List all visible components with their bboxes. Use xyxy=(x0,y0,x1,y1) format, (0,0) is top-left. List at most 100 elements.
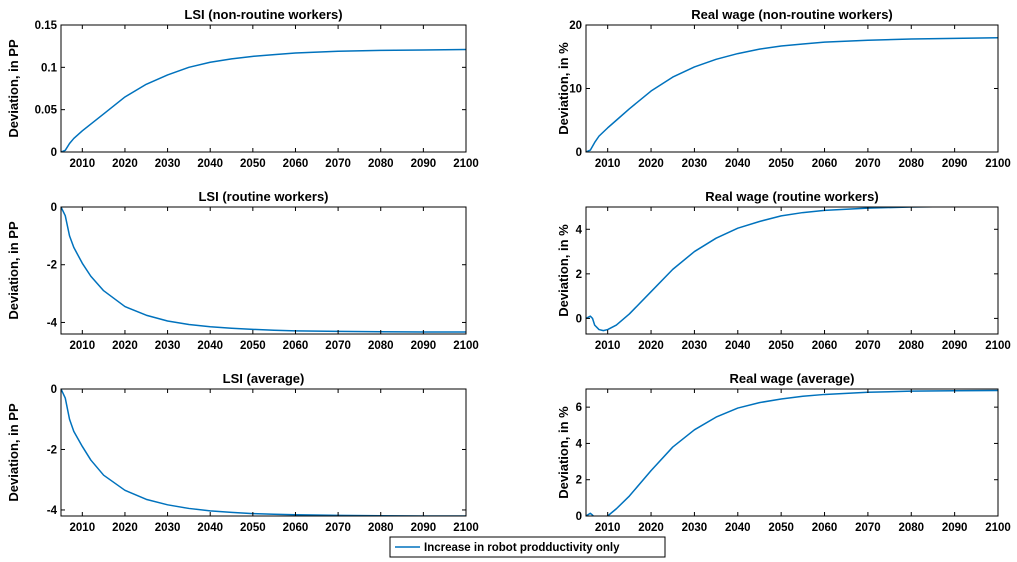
axes-box xyxy=(585,24,999,153)
x-tick-label: 2030 xyxy=(155,158,181,170)
x-tick-label: 2010 xyxy=(70,340,96,352)
y-axis-label: Deviation, in % xyxy=(556,406,571,499)
x-tick-label: 2100 xyxy=(985,340,1011,352)
x-tick-label: 2070 xyxy=(855,522,881,534)
y-tick-label: 10 xyxy=(569,84,582,96)
y-tick-label: 4 xyxy=(576,224,583,236)
x-tick-label: 2090 xyxy=(942,158,968,170)
x-tick-label: 2050 xyxy=(768,522,794,534)
x-tick-label: 2060 xyxy=(812,158,838,170)
x-tick-label: 2060 xyxy=(283,522,309,534)
legend: Increase in robot prodductivity only xyxy=(389,536,666,558)
panel-title: Real wage (routine workers) xyxy=(705,189,878,204)
x-tick-label: 2100 xyxy=(985,158,1011,170)
x-tick-label: 2100 xyxy=(453,522,479,534)
x-tick-label: 2040 xyxy=(197,522,223,534)
x-tick-label: 2050 xyxy=(240,522,266,534)
series-line-1 xyxy=(586,207,998,332)
y-tick-label: 0 xyxy=(576,511,582,523)
x-tick-label: 2070 xyxy=(325,340,351,352)
x-tick-label: 2020 xyxy=(638,522,664,534)
x-tick-label: 2090 xyxy=(942,340,968,352)
x-tick-label: 2050 xyxy=(768,340,794,352)
x-tick-label: 2100 xyxy=(453,340,479,352)
x-tick-label: 2070 xyxy=(325,522,351,534)
x-tick-label: 2070 xyxy=(325,158,351,170)
axes-box xyxy=(585,206,999,335)
x-tick-label: 2020 xyxy=(112,522,138,534)
x-tick-label: 2030 xyxy=(155,522,181,534)
y-axis-label: Deviation, in % xyxy=(556,42,571,135)
x-tick-label: 2080 xyxy=(368,522,394,534)
x-tick-label: 2090 xyxy=(411,340,437,352)
series-line-1 xyxy=(61,389,466,516)
y-tick-label: -2 xyxy=(47,444,57,456)
axes-box xyxy=(60,24,467,153)
x-tick-label: 2050 xyxy=(240,158,266,170)
x-tick-label: 2020 xyxy=(638,158,664,170)
x-tick-label: 2080 xyxy=(368,340,394,352)
x-tick-label: 2030 xyxy=(155,340,181,352)
panel-real-wage-routine: 2010 2020 2030 2040 2050 2060 2070 2080 2090 2100… xyxy=(556,189,1011,352)
y-tick-label: 0.15 xyxy=(35,20,58,32)
x-tick-label: 2080 xyxy=(898,340,924,352)
y-axis-label: Deviation, in PP xyxy=(6,221,21,320)
y-tick-label: 0 xyxy=(51,202,57,214)
x-tick-label: 2050 xyxy=(768,158,794,170)
y-tick-label: 20 xyxy=(569,20,582,32)
x-tick-label: 2100 xyxy=(453,158,479,170)
y-tick-label: 0 xyxy=(51,147,57,159)
x-tick-label: 2080 xyxy=(368,158,394,170)
legend-box xyxy=(389,536,666,558)
panel-title: LSI (routine workers) xyxy=(198,189,328,204)
x-tick-label: 2040 xyxy=(725,340,751,352)
panel-real-wage-non-routine: 2010 2020 2030 2040 2050 2060 2070 2080 2090 2100… xyxy=(556,7,1011,170)
x-tick-label: 2020 xyxy=(638,340,664,352)
axes-box xyxy=(60,388,467,517)
axes-box xyxy=(585,388,999,517)
x-tick-label: 2100 xyxy=(985,522,1011,534)
y-tick-label: -4 xyxy=(47,505,58,517)
x-tick-label: 2020 xyxy=(112,340,138,352)
x-tick-label: 2010 xyxy=(70,522,96,534)
panel-title: LSI (average) xyxy=(223,371,305,386)
y-tick-label: 6 xyxy=(576,402,582,414)
panel-lsi-routine: 2010 2020 2030 2040 2050 2060 2070 2080 2090 2100… xyxy=(6,189,479,352)
axes-box xyxy=(60,206,467,335)
legend-label: Increase in robot prodductivity only xyxy=(424,542,620,554)
x-tick-label: 2080 xyxy=(898,158,924,170)
y-tick-label: 0.05 xyxy=(35,105,58,117)
x-tick-label: 2010 xyxy=(595,522,621,534)
y-tick-label: 2 xyxy=(576,475,582,487)
x-tick-label: 2090 xyxy=(411,522,437,534)
panel-title: Real wage (average) xyxy=(729,371,854,386)
y-axis-label: Deviation, in % xyxy=(556,224,571,317)
y-tick-label: 4 xyxy=(576,438,583,450)
panel-lsi-non-routine: 2010 2020 2030 2040 2050 2060 2070 2080 2090 2100… xyxy=(6,7,479,170)
x-tick-label: 2030 xyxy=(682,340,708,352)
x-tick-label: 2060 xyxy=(812,522,838,534)
y-axis-label: Deviation, in PP xyxy=(6,403,21,502)
y-tick-label: 0 xyxy=(51,384,57,396)
x-tick-label: 2040 xyxy=(197,340,223,352)
x-tick-label: 2040 xyxy=(725,158,751,170)
x-tick-label: 2070 xyxy=(855,340,881,352)
y-tick-label: 0 xyxy=(576,147,582,159)
panel-title: Real wage (non-routine workers) xyxy=(691,7,893,22)
x-tick-label: 2030 xyxy=(682,522,708,534)
x-tick-label: 2010 xyxy=(595,340,621,352)
y-tick-label: 0.1 xyxy=(41,62,58,74)
y-tick-label: -2 xyxy=(47,260,57,272)
x-tick-label: 2090 xyxy=(411,158,437,170)
y-axis-label: Deviation, in PP xyxy=(6,39,21,138)
panel-title: LSI (non-routine workers) xyxy=(184,7,342,22)
y-tick-label: -4 xyxy=(47,317,58,329)
x-tick-label: 2020 xyxy=(112,158,138,170)
x-tick-label: 2010 xyxy=(595,158,621,170)
x-tick-label: 2050 xyxy=(240,340,266,352)
series-line-1 xyxy=(61,207,466,333)
x-tick-label: 2070 xyxy=(855,158,881,170)
y-tick-label: 2 xyxy=(576,269,582,281)
x-tick-label: 2080 xyxy=(898,522,924,534)
